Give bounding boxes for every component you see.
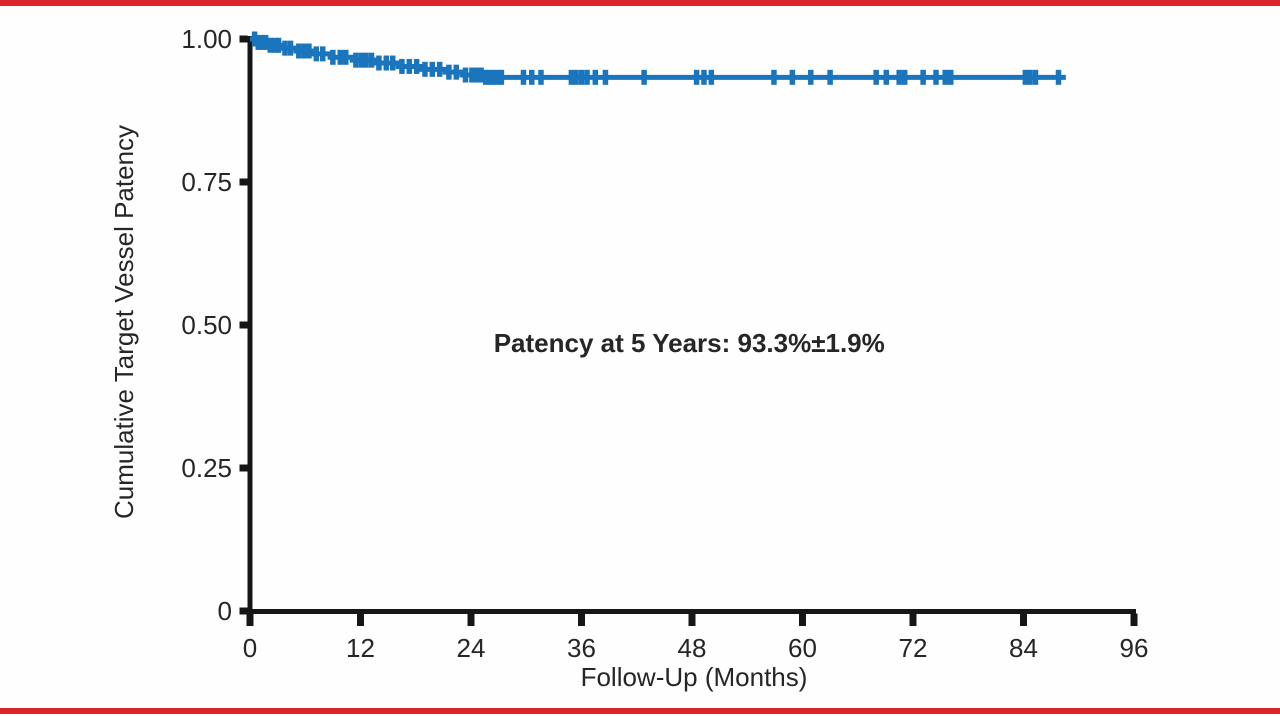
x-tick-label: 24	[457, 633, 486, 663]
annotation-patency: Patency at 5 Years: 93.3%±1.9%	[494, 328, 885, 358]
x-tick-label: 36	[567, 633, 596, 663]
y-tick-label: 1.00	[181, 24, 232, 54]
x-tick-label: 12	[346, 633, 375, 663]
x-axis-title: Follow-Up (Months)	[581, 662, 808, 692]
bottom-border-stripe	[0, 708, 1280, 714]
x-tick-label: 60	[788, 633, 817, 663]
x-tick-label: 96	[1120, 633, 1149, 663]
x-tick-label: 0	[243, 633, 257, 663]
y-axis-title: Cumulative Target Vessel Patency	[109, 125, 139, 519]
y-tick-label: 0.50	[181, 310, 232, 340]
x-tick-label: 72	[899, 633, 928, 663]
y-tick-label: 0	[218, 596, 232, 626]
y-tick-label: 0.75	[181, 167, 232, 197]
x-tick-label: 84	[1009, 633, 1038, 663]
y-tick-label: 0.25	[181, 453, 232, 483]
top-border-stripe	[0, 0, 1280, 6]
x-tick-label: 48	[678, 633, 707, 663]
